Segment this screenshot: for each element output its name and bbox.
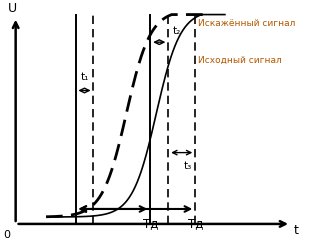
Text: t₃: t₃: [184, 161, 192, 171]
Text: t₂: t₂: [173, 26, 181, 37]
Text: Tд: Tд: [143, 217, 158, 230]
Text: 0: 0: [3, 230, 10, 241]
Text: t₁: t₁: [80, 72, 89, 83]
Text: Tд: Tд: [187, 217, 203, 230]
Text: Искажённый сигнал: Искажённый сигнал: [198, 19, 295, 28]
Text: U: U: [8, 1, 17, 15]
Text: Исходный сигнал: Исходный сигнал: [198, 56, 282, 65]
Text: t: t: [294, 224, 299, 237]
